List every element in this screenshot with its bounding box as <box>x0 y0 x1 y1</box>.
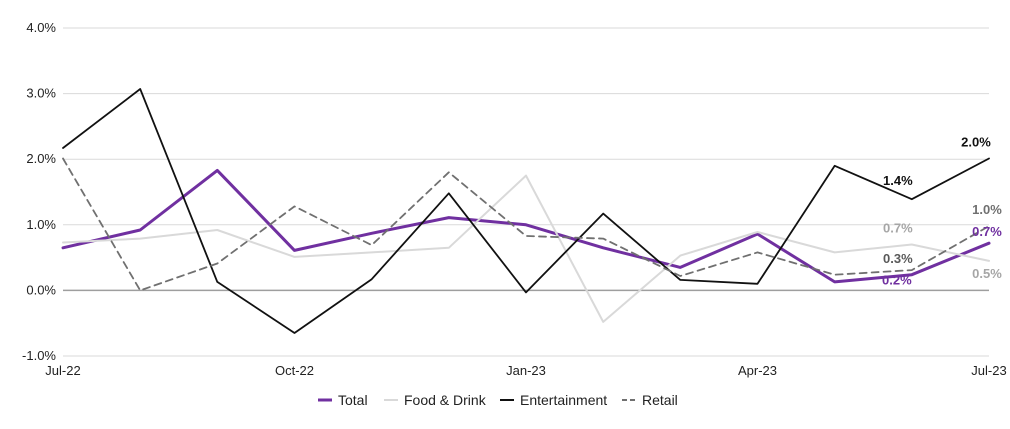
data-label-retail: 1.0% <box>972 202 1002 217</box>
series-line-entertainment <box>62 88 990 334</box>
data-label-entertainment: 2.0% <box>961 135 991 150</box>
x-tick-label: Apr-23 <box>738 363 777 378</box>
series-lines <box>61 88 991 334</box>
data-label-retail: 0.3% <box>883 251 913 266</box>
gridlines <box>63 27 989 357</box>
legend: Total Food & Drink Entertainment Retail <box>318 392 678 408</box>
data-label-total: 0.2% <box>882 273 912 288</box>
legend-item-entertainment: Entertainment <box>500 392 607 408</box>
data-label-food-and-drink: 0.7% <box>883 220 913 235</box>
legend-label: Total <box>338 392 368 408</box>
axes: 4.0% 3.0% 2.0% 1.0% 0.0% -1.0%Jul-22 Oct-22 Jan… <box>22 20 1007 378</box>
series-line-retail <box>62 157 990 292</box>
data-label-total: 0.7% <box>972 224 1002 239</box>
legend-item-retail: Retail <box>622 392 678 408</box>
y-tick-label: 1.0% <box>26 217 56 232</box>
y-tick-label: 3.0% <box>26 86 56 101</box>
y-tick-label: 0.0% <box>26 282 56 297</box>
legend-label: Retail <box>642 392 678 408</box>
series-line-total <box>61 168 991 284</box>
data-label-entertainment: 1.4% <box>883 173 913 188</box>
series-line-food-and-drink <box>62 174 990 323</box>
data-label-food-and-drink: 0.5% <box>972 266 1002 281</box>
x-tick-label: Jan-23 <box>506 363 546 378</box>
y-tick-label: 4.0% <box>26 20 56 35</box>
legend-label: Food & Drink <box>404 392 487 408</box>
y-tick-label: -1.0% <box>22 348 56 363</box>
legend-item-food-and-drink: Food & Drink <box>384 392 487 408</box>
x-tick-label: Jul-23 <box>971 363 1006 378</box>
x-tick-label: Jul-22 <box>45 363 80 378</box>
legend-label: Entertainment <box>520 392 607 408</box>
x-tick-label: Oct-22 <box>275 363 314 378</box>
data-labels: 2.0% 1.4% 1.0% 0.7% 0.7% 0.3% 0.5% 0.2% <box>882 135 1002 288</box>
y-tick-label: 2.0% <box>26 151 56 166</box>
legend-item-total: Total <box>318 392 368 408</box>
